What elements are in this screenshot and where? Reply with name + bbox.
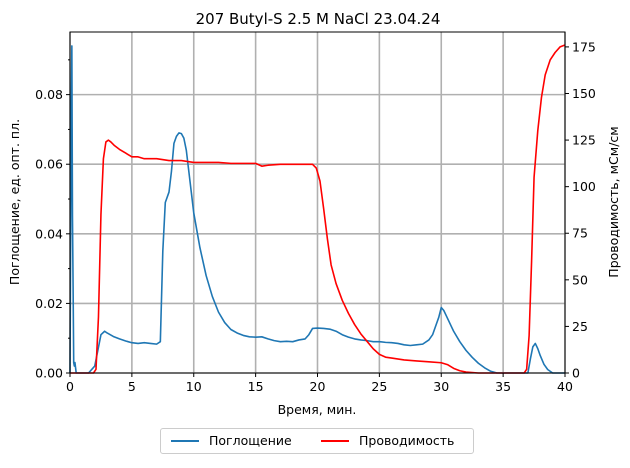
- y-right-tick-label: 150: [572, 86, 596, 101]
- y-right-tick-label: 175: [572, 39, 596, 54]
- chart-title: 207 Butyl-S 2.5 M NaCl 23.04.24: [196, 10, 441, 28]
- legend-item-conductivity: Проводимость: [321, 433, 454, 448]
- y-left-axis-label: Поглощение, ед. опт. пл.: [7, 119, 22, 285]
- x-axis-label: Время, мин.: [278, 402, 357, 417]
- y-right-axis-ticks: 0 25 50 75 100 125 150 175: [565, 39, 596, 381]
- y-left-tick-label: 0.00: [35, 366, 63, 381]
- x-tick-label: 10: [186, 379, 202, 394]
- y-right-tick-label: 75: [572, 226, 588, 241]
- y-left-axis-ticks: 0.00 0.02 0.04 0.06 0.08: [35, 59, 70, 381]
- x-tick-label: 20: [310, 379, 326, 394]
- legend-line-absorbance: [171, 439, 199, 442]
- x-axis-ticks: 0 5 10 15 20 25 30 35 40: [66, 373, 573, 394]
- x-tick-label: 30: [433, 379, 449, 394]
- y-right-tick-label: 125: [572, 133, 596, 148]
- y-left-tick-label: 0.06: [35, 157, 63, 172]
- legend-line-conductivity: [321, 439, 349, 442]
- legend-label-conductivity: Проводимость: [359, 433, 455, 448]
- x-tick-label: 25: [371, 379, 387, 394]
- y-right-tick-label: 0: [572, 366, 580, 381]
- legend-label-absorbance: Поглощение: [209, 433, 292, 448]
- series-line-absorbance: [69, 45, 565, 374]
- y-right-tick-label: 50: [572, 272, 588, 287]
- y-left-tick-label: 0.02: [35, 296, 63, 311]
- legend-item-absorbance: Поглощение: [171, 433, 292, 448]
- x-tick-label: 0: [66, 379, 74, 394]
- y-right-tick-label: 100: [572, 179, 596, 194]
- y-right-axis-label: Проводимость, мСм/см: [606, 126, 621, 277]
- x-tick-label: 15: [248, 379, 264, 394]
- x-tick-label: 40: [557, 379, 573, 394]
- y-left-tick-label: 0.04: [35, 226, 63, 241]
- chart-legend: Поглощение Проводимость: [160, 428, 474, 454]
- x-tick-label: 35: [495, 379, 511, 394]
- y-right-tick-label: 25: [572, 319, 588, 334]
- grid-lines: [69, 32, 566, 374]
- x-tick-label: 5: [128, 379, 136, 394]
- y-left-tick-label: 0.08: [35, 87, 63, 102]
